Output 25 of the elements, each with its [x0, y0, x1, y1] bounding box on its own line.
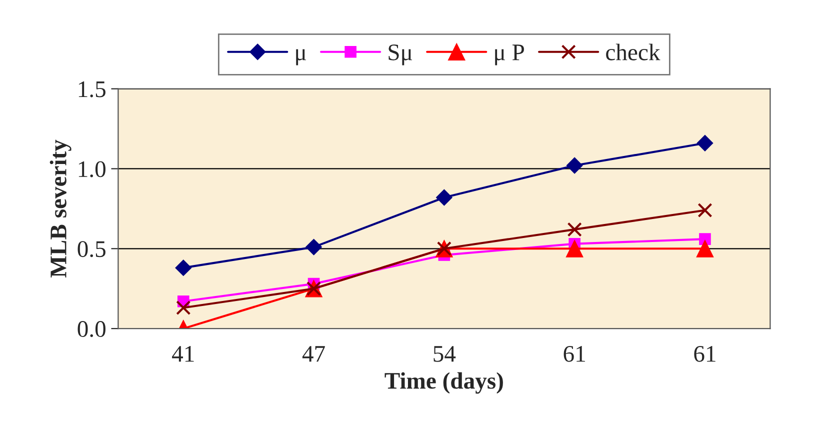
point [306, 238, 322, 256]
x-tick-label: 47 [302, 346, 325, 362]
legend-label: Sμ [388, 44, 412, 66]
x-tick-label: 41 [172, 346, 194, 362]
point [696, 240, 714, 258]
point [566, 157, 583, 174]
point [567, 222, 582, 237]
point [698, 202, 712, 218]
legend-label: check [606, 44, 660, 60]
point [436, 189, 452, 206]
y-tick-label: 1.5 [78, 81, 106, 98]
legend-label: μ P [495, 44, 524, 66]
x-axis-title: Time (days) [384, 372, 503, 394]
y-tick-label: 0.5 [78, 241, 106, 258]
legend-label: μ [296, 49, 306, 66]
x-tick-label: 54 [434, 346, 456, 362]
point [175, 260, 192, 276]
y-tick-label: 1.0 [78, 161, 106, 178]
x-tick-label: 61 [564, 346, 585, 362]
point [566, 240, 584, 258]
y-tick-label: 0.0 [78, 321, 106, 338]
point [176, 300, 191, 316]
x-tick-label: 61 [694, 346, 716, 362]
y-axis-title: MLB severity [50, 140, 72, 278]
point [696, 134, 714, 152]
